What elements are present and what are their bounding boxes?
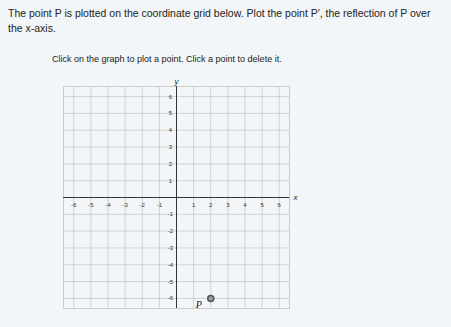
svg-text:3: 3 (169, 144, 173, 150)
svg-text:2: 2 (169, 161, 173, 167)
svg-text:-4: -4 (105, 202, 111, 208)
svg-text:-6: -6 (168, 295, 174, 301)
svg-text:5: 5 (260, 202, 264, 208)
svg-text:4: 4 (243, 202, 247, 208)
svg-text:-4: -4 (168, 262, 174, 268)
svg-text:-1: -1 (168, 211, 174, 217)
svg-text:1: 1 (192, 202, 196, 208)
svg-text:2: 2 (209, 202, 213, 208)
svg-text:x: x (293, 193, 299, 202)
svg-text:4: 4 (169, 127, 173, 133)
svg-text:-3: -3 (168, 245, 174, 251)
svg-text:-5: -5 (88, 202, 94, 208)
html-text:Click on the graph to plot a p: Click on the graph to plot a point. Clic… (52, 54, 282, 64)
html-text:The point P is plotted on the: The point P is plotted on the coordinate… (8, 7, 431, 34)
svg-text:-6: -6 (71, 202, 77, 208)
svg-text:y: y (174, 77, 180, 86)
svg-text:5: 5 (169, 110, 173, 116)
svg-text:-5: -5 (168, 279, 174, 285)
svg-text:3: 3 (226, 202, 230, 208)
svg-text:6: 6 (278, 202, 282, 208)
svg-text:1: 1 (169, 178, 173, 184)
svg-text:-2: -2 (168, 228, 174, 234)
svg-text:-3: -3 (122, 202, 128, 208)
svg-text:-1: -1 (157, 202, 163, 208)
svg-text:-2: -2 (140, 202, 146, 208)
svg-text:6: 6 (169, 94, 173, 100)
svg-text:P: P (195, 299, 202, 310)
